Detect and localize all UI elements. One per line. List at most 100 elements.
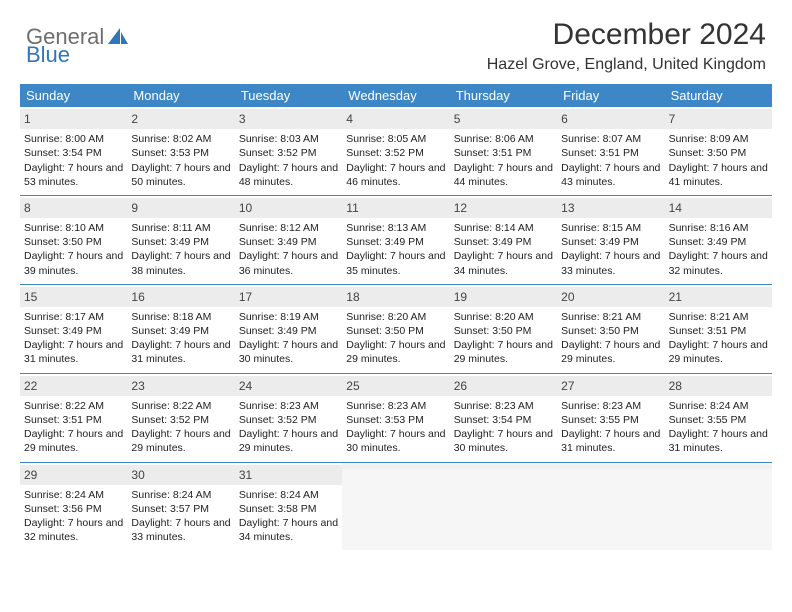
day-number: 7 <box>665 109 772 129</box>
calendar-cell: 27Sunrise: 8:23 AMSunset: 3:55 PMDayligh… <box>557 374 664 462</box>
daylight-line: Daylight: 7 hours and 29 minutes. <box>131 427 230 455</box>
day-number: 20 <box>557 287 664 307</box>
day-number: 13 <box>557 198 664 218</box>
sunset-line: Sunset: 3:54 PM <box>24 146 123 160</box>
calendar-cell: 13Sunrise: 8:15 AMSunset: 3:49 PMDayligh… <box>557 196 664 284</box>
day-number: 19 <box>450 287 557 307</box>
header: General December 2024 Hazel Grove, Engla… <box>20 18 772 74</box>
day-number: 18 <box>342 287 449 307</box>
calendar-cell: 10Sunrise: 8:12 AMSunset: 3:49 PMDayligh… <box>235 196 342 284</box>
daylight-line: Daylight: 7 hours and 48 minutes. <box>239 161 338 189</box>
day-number: 21 <box>665 287 772 307</box>
month-title: December 2024 <box>487 18 766 52</box>
daylight-line: Daylight: 7 hours and 38 minutes. <box>131 249 230 277</box>
calendar-cell: 4Sunrise: 8:05 AMSunset: 3:52 PMDaylight… <box>342 107 449 195</box>
daylight-line: Daylight: 7 hours and 43 minutes. <box>561 161 660 189</box>
sunrise-line: Sunrise: 8:23 AM <box>239 399 338 413</box>
daylight-line: Daylight: 7 hours and 31 minutes. <box>24 338 123 366</box>
sunrise-line: Sunrise: 8:24 AM <box>24 488 123 502</box>
day-number: 14 <box>665 198 772 218</box>
sunrise-line: Sunrise: 8:24 AM <box>239 488 338 502</box>
sunset-line: Sunset: 3:52 PM <box>239 413 338 427</box>
daylight-line: Daylight: 7 hours and 29 minutes. <box>669 338 768 366</box>
week-row: 29Sunrise: 8:24 AMSunset: 3:56 PMDayligh… <box>20 463 772 551</box>
calendar-cell: 25Sunrise: 8:23 AMSunset: 3:53 PMDayligh… <box>342 374 449 462</box>
calendar-cell-empty <box>450 463 557 551</box>
calendar-cell: 1 Sunrise: 8:00 AMSunset: 3:54 PMDaylight… <box>20 107 127 195</box>
calendar-cell: 26Sunrise: 8:23 AMSunset: 3:54 PMDayligh… <box>450 374 557 462</box>
daylight-line: Daylight: 7 hours and 53 minutes. <box>24 161 123 189</box>
week-row: 8Sunrise: 8:10 AMSunset: 3:50 PMDaylight… <box>20 196 772 285</box>
day-number: 5 <box>450 109 557 129</box>
calendar-cell: 14Sunrise: 8:16 AMSunset: 3:49 PMDayligh… <box>665 196 772 284</box>
calendar-cell: 17Sunrise: 8:19 AMSunset: 3:49 PMDayligh… <box>235 285 342 373</box>
calendar-cell-empty <box>342 463 449 551</box>
daylight-line: Daylight: 7 hours and 36 minutes. <box>239 249 338 277</box>
day-number: 22 <box>20 376 127 396</box>
day-number: 27 <box>557 376 664 396</box>
daylight-line: Daylight: 7 hours and 50 minutes. <box>131 161 230 189</box>
day-number: 23 <box>127 376 234 396</box>
daylight-line: Daylight: 7 hours and 33 minutes. <box>131 516 230 544</box>
day-number: 31 <box>235 465 342 485</box>
sunrise-line: Sunrise: 8:21 AM <box>561 310 660 324</box>
sunrise-line: Sunrise: 8:10 AM <box>24 221 123 235</box>
calendar-cell: 7Sunrise: 8:09 AMSunset: 3:50 PMDaylight… <box>665 107 772 195</box>
sunset-line: Sunset: 3:50 PM <box>669 146 768 160</box>
calendar-cell: 22Sunrise: 8:22 AMSunset: 3:51 PMDayligh… <box>20 374 127 462</box>
location: Hazel Grove, England, United Kingdom <box>487 56 766 74</box>
daylight-line: Daylight: 7 hours and 29 minutes. <box>239 427 338 455</box>
daylight-line: Daylight: 7 hours and 32 minutes. <box>24 516 123 544</box>
day-number <box>342 465 449 469</box>
day-header-monday: Monday <box>127 84 234 107</box>
sunset-line: Sunset: 3:53 PM <box>131 146 230 160</box>
daylight-line: Daylight: 7 hours and 30 minutes. <box>239 338 338 366</box>
day-number: 12 <box>450 198 557 218</box>
day-header-sunday: Sunday <box>20 84 127 107</box>
daylight-line: Daylight: 7 hours and 29 minutes. <box>561 338 660 366</box>
calendar-cell-empty <box>665 463 772 551</box>
sunset-line: Sunset: 3:49 PM <box>669 235 768 249</box>
calendar-cell: 16Sunrise: 8:18 AMSunset: 3:49 PMDayligh… <box>127 285 234 373</box>
sunset-line: Sunset: 3:54 PM <box>454 413 553 427</box>
sunset-line: Sunset: 3:52 PM <box>131 413 230 427</box>
sunrise-line: Sunrise: 8:23 AM <box>454 399 553 413</box>
sunset-line: Sunset: 3:58 PM <box>239 502 338 516</box>
sunset-line: Sunset: 3:49 PM <box>239 324 338 338</box>
sunset-line: Sunset: 3:55 PM <box>669 413 768 427</box>
sunset-line: Sunset: 3:49 PM <box>131 324 230 338</box>
day-number: 4 <box>342 109 449 129</box>
calendar-cell: 20Sunrise: 8:21 AMSunset: 3:50 PMDayligh… <box>557 285 664 373</box>
daylight-line: Daylight: 7 hours and 30 minutes. <box>346 427 445 455</box>
daylight-line: Daylight: 7 hours and 31 minutes. <box>561 427 660 455</box>
day-number: 1 <box>20 109 127 129</box>
sunrise-line: Sunrise: 8:00 AM <box>24 132 123 146</box>
day-header-tuesday: Tuesday <box>235 84 342 107</box>
sunset-line: Sunset: 3:57 PM <box>131 502 230 516</box>
daylight-line: Daylight: 7 hours and 29 minutes. <box>454 338 553 366</box>
calendar-cell: 28Sunrise: 8:24 AMSunset: 3:55 PMDayligh… <box>665 374 772 462</box>
day-number: 16 <box>127 287 234 307</box>
sunset-line: Sunset: 3:50 PM <box>346 324 445 338</box>
sunset-line: Sunset: 3:51 PM <box>561 146 660 160</box>
day-number: 29 <box>20 465 127 485</box>
sunrise-line: Sunrise: 8:24 AM <box>131 488 230 502</box>
calendar-cell: 11Sunrise: 8:13 AMSunset: 3:49 PMDayligh… <box>342 196 449 284</box>
sunrise-line: Sunrise: 8:20 AM <box>454 310 553 324</box>
day-number: 10 <box>235 198 342 218</box>
sunrise-line: Sunrise: 8:20 AM <box>346 310 445 324</box>
sunrise-line: Sunrise: 8:09 AM <box>669 132 768 146</box>
sunrise-line: Sunrise: 8:06 AM <box>454 132 553 146</box>
daylight-line: Daylight: 7 hours and 39 minutes. <box>24 249 123 277</box>
daylight-line: Daylight: 7 hours and 31 minutes. <box>669 427 768 455</box>
sunrise-line: Sunrise: 8:02 AM <box>131 132 230 146</box>
calendar-cell: 3Sunrise: 8:03 AMSunset: 3:52 PMDaylight… <box>235 107 342 195</box>
sunset-line: Sunset: 3:50 PM <box>24 235 123 249</box>
sunrise-line: Sunrise: 8:14 AM <box>454 221 553 235</box>
calendar-cell: 18Sunrise: 8:20 AMSunset: 3:50 PMDayligh… <box>342 285 449 373</box>
daylight-line: Daylight: 7 hours and 29 minutes. <box>24 427 123 455</box>
day-number: 11 <box>342 198 449 218</box>
calendar-cell: 12Sunrise: 8:14 AMSunset: 3:49 PMDayligh… <box>450 196 557 284</box>
daylight-line: Daylight: 7 hours and 46 minutes. <box>346 161 445 189</box>
sunset-line: Sunset: 3:49 PM <box>24 324 123 338</box>
